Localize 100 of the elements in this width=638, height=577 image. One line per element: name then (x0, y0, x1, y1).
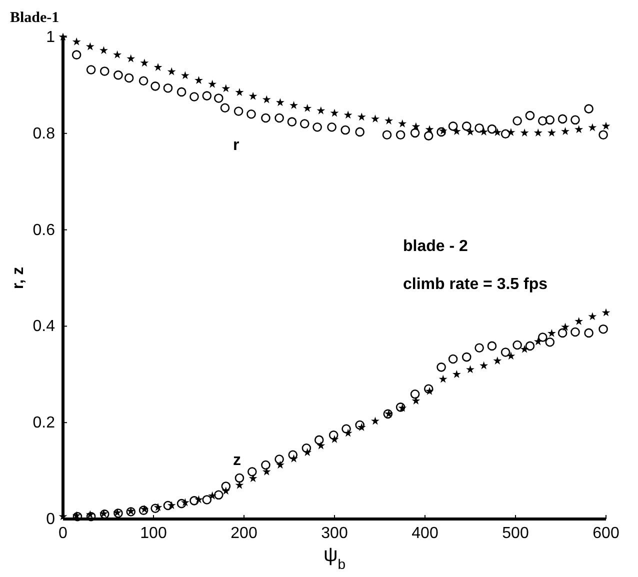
point (410, 390, 420, 399)
point (86, 65, 96, 74)
point (500, 129, 510, 139)
point (287, 117, 297, 126)
annotation: climb rate = 3.5 fps (403, 276, 548, 293)
point (344, 110, 352, 119)
point (100, 66, 110, 76)
point (558, 114, 568, 124)
point (598, 130, 608, 140)
point (154, 62, 162, 71)
x-tick-label: 100 (140, 525, 167, 542)
y-tick-label: 0 (46, 511, 56, 528)
point (202, 91, 212, 100)
point (163, 500, 173, 510)
point (602, 308, 610, 316)
point (276, 98, 284, 106)
point (474, 343, 484, 353)
point (538, 332, 548, 342)
point (547, 128, 556, 136)
point (140, 58, 149, 67)
point (180, 71, 190, 80)
point (424, 131, 434, 140)
point (355, 420, 364, 430)
point (500, 348, 510, 357)
point (190, 92, 199, 102)
point (396, 402, 406, 412)
point (288, 450, 298, 460)
point (545, 115, 555, 125)
point (302, 443, 312, 453)
chart-title: Blade-1 (10, 10, 60, 26)
point (113, 50, 122, 58)
point (248, 474, 258, 482)
point (163, 83, 173, 93)
x-tick-label: 400 (412, 525, 438, 542)
point (520, 128, 529, 136)
point (126, 54, 136, 62)
point (208, 80, 217, 88)
point (493, 356, 502, 364)
x-tick-label: 500 (502, 525, 529, 542)
point (493, 128, 502, 136)
point (525, 341, 535, 351)
point (328, 430, 338, 440)
point (248, 92, 258, 100)
point (512, 340, 522, 350)
point (300, 119, 310, 128)
point (235, 88, 244, 96)
point (474, 123, 484, 133)
point (425, 125, 434, 134)
point (327, 122, 336, 132)
point (176, 498, 186, 508)
point (480, 361, 488, 370)
y-axis-title: r, z (10, 266, 27, 290)
point (462, 352, 472, 362)
point (72, 37, 81, 46)
point (424, 384, 434, 394)
point (371, 114, 380, 123)
point (114, 70, 123, 80)
point (452, 370, 461, 378)
point (222, 84, 230, 92)
point (150, 504, 160, 514)
point (58, 32, 68, 41)
point (316, 106, 326, 114)
y-tick-label: 0.4 (32, 318, 56, 336)
point (547, 329, 556, 338)
point (520, 344, 529, 353)
point (246, 109, 256, 119)
point (262, 467, 271, 476)
point (466, 128, 474, 136)
point (534, 128, 542, 136)
point (276, 460, 284, 469)
point (340, 125, 350, 135)
point (150, 82, 160, 91)
point (396, 130, 406, 140)
point (448, 122, 458, 131)
point (312, 122, 322, 132)
point (314, 435, 324, 445)
point (274, 113, 284, 123)
point (194, 76, 203, 84)
point (588, 312, 597, 320)
point (412, 396, 420, 404)
point (570, 327, 580, 337)
point (72, 50, 82, 60)
point (487, 124, 497, 134)
point (382, 130, 392, 140)
point (410, 128, 420, 138)
point (274, 454, 284, 464)
point (262, 95, 271, 104)
point (545, 337, 555, 347)
point (86, 42, 94, 50)
point (487, 341, 497, 351)
point (584, 328, 594, 338)
annotation: blade - 2 (403, 238, 468, 255)
point (261, 113, 270, 123)
point (247, 467, 257, 476)
point (100, 46, 108, 54)
point (574, 125, 584, 134)
point (466, 365, 474, 374)
x-tick-label: 600 (592, 525, 620, 542)
point (602, 122, 610, 130)
point (220, 103, 230, 113)
